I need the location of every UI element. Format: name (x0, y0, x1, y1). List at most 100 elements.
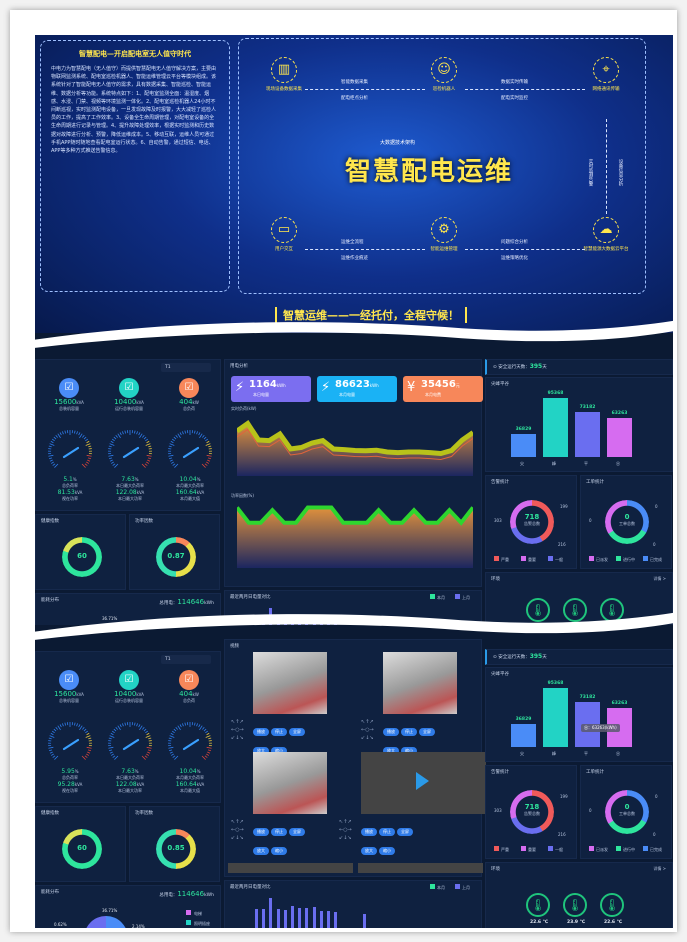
camera-feed[interactable] (361, 752, 486, 814)
tou-bar[interactable] (543, 397, 568, 457)
total-label: 总用电： (159, 601, 178, 606)
camera-button[interactable]: 缩小 (401, 747, 417, 755)
details-link[interactable]: 详情 > (653, 866, 666, 871)
pie-legend-item[interactable]: 照明插座 (186, 920, 210, 927)
camera-button[interactable]: 停止 (401, 728, 417, 736)
panel-title: 告警统计 (491, 770, 509, 775)
legend-item[interactable]: 严重 (494, 846, 509, 853)
camera-button[interactable]: 停止 (379, 828, 395, 836)
camera-button[interactable]: 全屏 (289, 728, 305, 736)
legend-item[interactable]: 已派发 (589, 556, 608, 563)
devices-icon: ▭ (271, 217, 297, 243)
camera-button[interactable]: 播放 (253, 828, 269, 836)
tou-category: 尖 (520, 751, 524, 756)
power_factor-ring (156, 537, 196, 577)
tou-category: 平 (584, 751, 588, 756)
tou-category: 平 (584, 461, 588, 466)
camera-button[interactable]: 缩小 (271, 847, 287, 855)
camera-button[interactable]: 播放 (383, 728, 399, 736)
temperature-value: 23.9 ℃ (566, 920, 586, 925)
flow-arrow-label: 配电柜点分析 (341, 96, 368, 101)
legend-item[interactable]: 已完成 (643, 846, 662, 853)
power-factor-area-chart (237, 505, 473, 568)
legend-item[interactable]: 上月 (455, 594, 470, 601)
ptz-arrows[interactable]: ↖↑↗ ←○→ ↙↓↘ (231, 719, 244, 741)
tou-bar[interactable] (543, 687, 568, 747)
total-unit: kWh (204, 601, 214, 606)
legend-item[interactable]: 本月 (430, 884, 445, 891)
pie-label: 2.14% (132, 924, 145, 928)
tou-bar[interactable] (607, 417, 632, 457)
legend-item[interactable]: 已派发 (589, 846, 608, 853)
legend-item[interactable]: 重要 (521, 556, 536, 563)
camera-button[interactable]: 播放 (361, 828, 377, 836)
legend-item[interactable]: 一般 (548, 846, 563, 853)
alarm-total-label: 告警总数 (524, 521, 540, 526)
camera-controls: 播放 停止 全屏放大 缩小 (361, 818, 431, 856)
camera-button[interactable]: 缩小 (379, 847, 395, 855)
transformer-select[interactable]: T1 (161, 363, 211, 372)
legend-item[interactable]: 上月 (455, 884, 470, 891)
details-link[interactable]: 详情 > (653, 576, 666, 581)
camera-button[interactable]: 放大 (361, 847, 377, 855)
gauge-percent-label: 本月最大负荷率 (176, 483, 204, 488)
gauge-value-label: 本月最大值 (180, 788, 200, 793)
camera-feed[interactable] (383, 652, 457, 714)
play-icon[interactable] (416, 772, 429, 790)
status-value: 15600 (54, 690, 77, 698)
camera-button[interactable]: 放大 (383, 747, 399, 755)
pie-legend-item[interactable]: 电梯 (186, 910, 202, 917)
legend-item[interactable]: 一般 (548, 556, 563, 563)
camera-button[interactable]: 停止 (271, 728, 287, 736)
alarm-donut (510, 500, 554, 544)
camera-button[interactable]: 全屏 (419, 728, 435, 736)
capacity-icon: ☑ (119, 670, 139, 690)
wave-divider (35, 320, 673, 348)
donut-value-label: 216 (558, 542, 566, 547)
tou-bar[interactable] (511, 434, 536, 457)
temperature-value: 22.6 ℃ (603, 920, 623, 925)
kpi-value: 86623 (335, 379, 370, 390)
legend-item[interactable]: 重要 (521, 846, 536, 853)
panel-title: 工单统计 (586, 770, 604, 775)
camera-feed[interactable] (253, 652, 327, 714)
safety-value: 395 (529, 653, 543, 660)
camera-button[interactable]: 缩小 (271, 747, 287, 755)
legend-item[interactable]: 本月 (430, 594, 445, 601)
ptz-arrows[interactable]: ↖↑↗ ←○→ ↙↓↘ (231, 819, 244, 841)
panel-title: 工单统计 (586, 480, 604, 485)
camera-button[interactable]: 放大 (253, 847, 269, 855)
gauge-value: 95.28 (57, 781, 75, 788)
dashboard-2: T1 ☑ 15600kVA 总装机容量 ☑ 10400kVA 运行总装机容量 ☑ 404kW 总负… (35, 625, 673, 928)
gauge-value: 122.08 (115, 489, 137, 496)
legend-item[interactable]: 进行中 (616, 556, 635, 563)
tou-bar[interactable] (575, 411, 600, 457)
chart-tooltip: 谷：63263(kWh) (581, 724, 620, 732)
tou-bar-label: 95368 (547, 680, 564, 686)
camera-button[interactable]: 全屏 (397, 828, 413, 836)
safety-value: 395 (529, 363, 543, 370)
legend-item[interactable]: 进行中 (616, 846, 635, 853)
kpi-value: 1164 (249, 379, 277, 390)
camera-button[interactable]: 播放 (253, 728, 269, 736)
legend-item[interactable]: 严重 (494, 556, 509, 563)
energy-analysis-panel: 用电分析 ⚡ 1164kWh 本日电量 ⚡ 86623kWh 本月电量 ¥35456元 本月电费… (224, 359, 483, 587)
flow-node: ☺ 巡检机器人 (427, 57, 461, 92)
camera-button[interactable]: 放大 (253, 747, 269, 755)
tou-bar[interactable] (511, 724, 536, 747)
gear-icon: ⚙ (431, 217, 457, 243)
gauge-value: 160.64 (175, 781, 197, 788)
flow-node: ▭ 用户交互 (267, 217, 301, 252)
gauge-value-label: 本月最大值 (180, 496, 200, 501)
transformer-select[interactable]: T1 (161, 655, 211, 664)
capacity-icon: ☑ (179, 378, 199, 398)
alarm-donut (510, 790, 554, 834)
safety-days-bar: ⊙ 安全运行天数：395天 (485, 649, 673, 665)
camera-feed[interactable] (253, 752, 327, 814)
ptz-arrows[interactable]: ↖↑↗ ←○→ ↙↓↘ (339, 819, 352, 841)
camera-button[interactable]: 全屏 (289, 828, 305, 836)
camera-button[interactable]: 停止 (271, 828, 287, 836)
promo-image: 智慧配电—开启配电室无人值守时代 中电力为智慧配电（无人值守）而提供智慧配电无人… (35, 35, 673, 928)
legend-item[interactable]: 已完成 (643, 556, 662, 563)
ptz-arrows[interactable]: ↖↑↗ ←○→ ↙↓↘ (361, 719, 374, 741)
